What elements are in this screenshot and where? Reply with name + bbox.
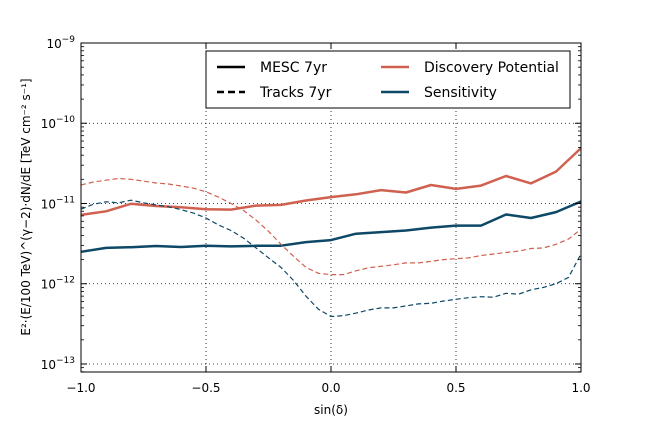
y-tick-labels: 10−13 10−12 10−11 10−10 10−9 xyxy=(41,35,76,372)
x-tick-label: 0.5 xyxy=(446,381,465,395)
y-tick-label: 10−9 xyxy=(46,35,75,51)
ticks xyxy=(80,42,582,373)
legend-box xyxy=(205,50,571,109)
y-tick-label: 10−12 xyxy=(41,276,75,292)
legend-label-tracks: Tracks 7yr xyxy=(259,85,332,101)
series-line-mesc-sensitivity xyxy=(80,200,582,254)
x-axis-label: sin(δ) xyxy=(314,403,348,417)
x-tick-labels: −1.0 −0.5 0.0 0.5 1.0 xyxy=(66,381,590,395)
series-line-tracks-sensitivity xyxy=(80,199,582,318)
y-axis-label: E²·(E/100 TeV)^(γ−2)·dN/dE [TeV cm⁻² s⁻¹… xyxy=(19,78,33,335)
grid xyxy=(81,43,581,372)
legend-label-discovery: Discovery Potential xyxy=(424,60,559,76)
series-line-mesc-discovery xyxy=(80,147,582,217)
x-tick-label: −1.0 xyxy=(66,381,95,395)
y-tick-label: 10−10 xyxy=(41,115,76,131)
x-tick-label: 0.0 xyxy=(321,381,340,395)
series-lines xyxy=(80,147,582,318)
y-tick-label: 10−13 xyxy=(41,356,75,372)
x-tick-label: −0.5 xyxy=(191,381,220,395)
y-tick-label: 10−11 xyxy=(41,195,75,211)
legend: MESC 7yr Tracks 7yr Discovery Potential … xyxy=(205,50,571,109)
series-line-tracks-discovery xyxy=(80,177,582,276)
x-tick-label: 1.0 xyxy=(571,381,590,395)
legend-label-sensitivity: Sensitivity xyxy=(424,85,497,101)
legend-label-mesc: MESC 7yr xyxy=(260,60,327,76)
